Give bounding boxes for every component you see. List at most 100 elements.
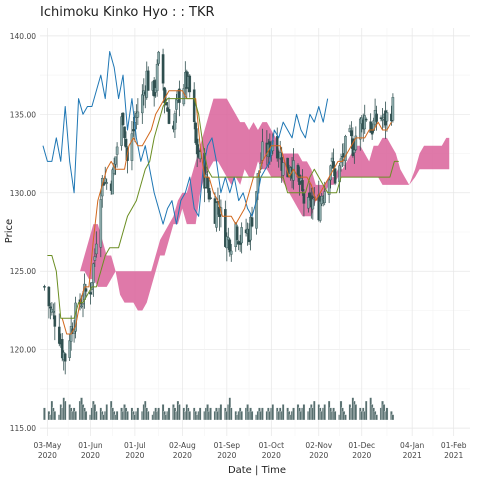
candle-body <box>121 112 125 126</box>
candle-body <box>146 70 150 91</box>
candle-body <box>391 97 395 121</box>
volume-bar <box>240 411 243 421</box>
volume-bar <box>391 414 395 421</box>
volume-bar <box>271 404 275 421</box>
candle-body <box>47 286 51 307</box>
candle-body <box>63 353 67 362</box>
volume-bar <box>364 400 368 421</box>
x-tick-label-year: 2021 <box>403 451 422 460</box>
x-tick-label-year: 2020 <box>38 451 57 460</box>
candle-body <box>301 180 304 192</box>
candle-body <box>53 315 57 327</box>
candle-body <box>175 99 178 110</box>
candle-body <box>99 199 103 248</box>
candle-body <box>275 136 279 159</box>
volume-bar <box>209 407 212 421</box>
volume-bar <box>63 400 67 421</box>
candle-body <box>120 116 123 146</box>
x-tick-label: 01-Jun <box>78 441 103 450</box>
candle-body <box>311 198 315 210</box>
volume-bar <box>188 411 192 421</box>
volume-bar <box>157 407 160 421</box>
x-tick-label: 02-Aug <box>169 441 196 450</box>
candle-body <box>249 216 252 241</box>
volume-bar <box>219 404 223 421</box>
y-axis-title: Price <box>4 219 15 243</box>
volume-bar <box>136 407 140 421</box>
y-tick-label: 130.00 <box>10 189 36 198</box>
y-tick-label: 140.00 <box>10 32 36 41</box>
candle-body <box>227 237 230 241</box>
candle-body <box>206 177 209 189</box>
candle-body <box>84 288 88 292</box>
candle-body <box>95 243 98 255</box>
x-tick-label-year: 2020 <box>125 451 144 460</box>
candle-body <box>330 157 334 162</box>
candle-body <box>68 340 71 358</box>
volume-bar <box>198 407 202 421</box>
x-tick-label-year: 2020 <box>309 451 328 460</box>
grid <box>40 28 470 436</box>
x-tick-label: 03-May <box>34 441 62 450</box>
chikou-line <box>42 51 329 225</box>
candle-body <box>381 119 384 121</box>
volume-bar <box>375 414 378 421</box>
x-tick-label-year: 2020 <box>262 451 281 460</box>
candle-body <box>364 118 368 121</box>
candle-body <box>115 146 119 155</box>
candle-body <box>92 263 95 284</box>
candle-body <box>192 89 196 123</box>
candle-body <box>60 339 64 359</box>
indicator-lines <box>42 51 399 335</box>
candle-body <box>379 117 383 119</box>
candle-body <box>157 51 160 64</box>
candle-body <box>114 156 117 165</box>
volume-bar <box>354 404 358 421</box>
x-tick-label: 02-Nov <box>305 441 332 450</box>
chart-title: Ichimoku Kinko Hyo : : TKR <box>40 5 215 20</box>
candle-body <box>80 305 83 308</box>
volume-bar <box>302 404 306 421</box>
kijun-line <box>47 98 399 319</box>
candle-body <box>105 182 109 184</box>
candle-body <box>155 63 159 92</box>
candle-body <box>341 156 344 158</box>
volume-bar <box>313 400 316 421</box>
candle-body <box>173 113 177 130</box>
x-tick-labels: 03-May202001-Jun202001-Jul202002-Aug2020… <box>34 441 467 460</box>
y-tick-label: 125.00 <box>10 267 36 276</box>
candle-body <box>103 178 107 183</box>
candle-body <box>161 54 165 84</box>
candle-body <box>333 168 337 184</box>
x-axis-title: Date | Time <box>228 465 286 476</box>
volume-bars <box>43 397 395 421</box>
candle-body <box>354 135 358 150</box>
kumo-cloud <box>56 98 450 319</box>
x-tick-label: 01-Dec <box>348 441 375 450</box>
volume-bar <box>115 411 119 421</box>
candle-body <box>89 292 92 295</box>
candle-body <box>52 311 55 313</box>
candle-body <box>49 306 52 309</box>
volume-bar <box>281 404 285 421</box>
x-tick-label-year: 2020 <box>352 451 371 460</box>
candle-body <box>123 126 126 139</box>
volume-bar <box>333 411 337 421</box>
volume-bar <box>178 404 181 421</box>
x-tick-label-year: 2020 <box>173 451 192 460</box>
y-tick-label: 135.00 <box>10 110 36 119</box>
candle-body <box>240 227 243 244</box>
candle-body <box>353 149 356 153</box>
x-tick-label-year: 2020 <box>217 451 236 460</box>
x-tick-label: 01-Oct <box>259 441 284 450</box>
candle-body <box>302 193 306 204</box>
candle-body <box>93 256 97 261</box>
candle-body <box>250 217 254 227</box>
candle-body <box>188 75 192 93</box>
volume-bar <box>385 407 389 421</box>
tenkan-line <box>61 90 392 335</box>
candle-body <box>350 130 353 137</box>
y-tick-label: 120.00 <box>10 346 36 355</box>
candlesticks <box>43 48 395 375</box>
